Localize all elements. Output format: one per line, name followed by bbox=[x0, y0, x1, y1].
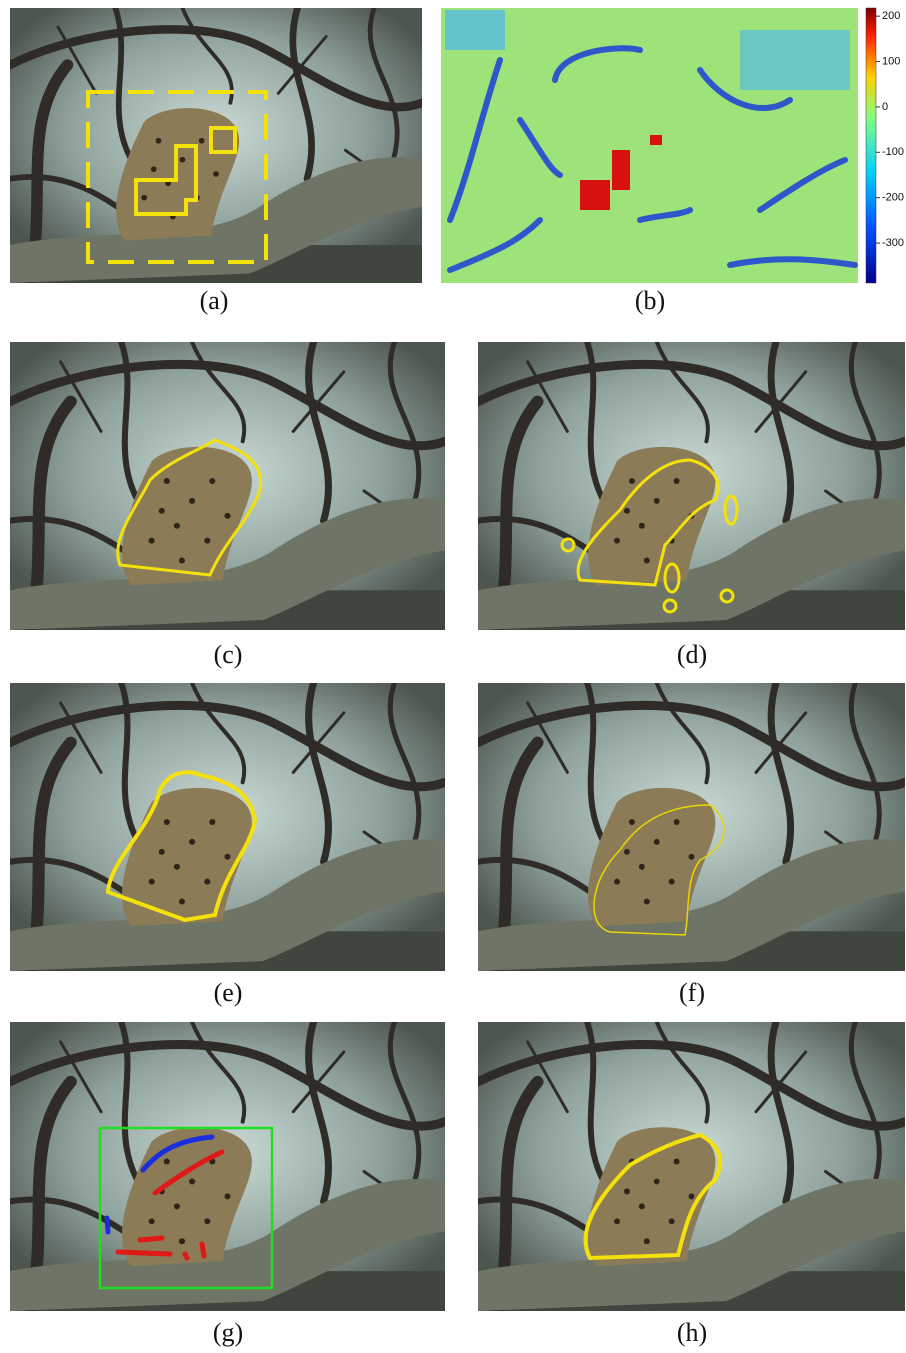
colorbar-tick-label: 0 bbox=[882, 101, 888, 113]
panel-label: (e) bbox=[214, 978, 243, 1007]
colorbar: 200 100 0 -100 -200 -300 bbox=[876, 10, 904, 249]
photo bbox=[478, 683, 905, 971]
panel-label: (a) bbox=[200, 286, 229, 315]
colorbar-tick-label: -100 bbox=[882, 146, 904, 158]
photo bbox=[10, 8, 422, 283]
photo bbox=[10, 683, 445, 971]
photo bbox=[478, 1022, 905, 1311]
photo bbox=[10, 1022, 445, 1311]
figure: (a) 2001000-100-200-300 (b) (c) (d) (e) … bbox=[0, 0, 906, 1353]
colorbar-tick-label: -300 bbox=[882, 237, 904, 249]
panel-label: (h) bbox=[677, 1318, 707, 1347]
panel-label: (c) bbox=[214, 640, 243, 669]
panel-label: (b) bbox=[635, 286, 665, 315]
heatmap bbox=[441, 8, 876, 283]
panel-label: (d) bbox=[677, 640, 707, 669]
colorbar-tick-label: 100 bbox=[882, 55, 900, 67]
panel-label: (f) bbox=[679, 978, 705, 1007]
photo bbox=[10, 342, 445, 630]
colorbar-tick-label: -200 bbox=[882, 192, 904, 204]
colorbar-tick-label: 200 bbox=[882, 10, 900, 22]
photo bbox=[478, 342, 905, 630]
panel-label: (g) bbox=[213, 1318, 243, 1347]
